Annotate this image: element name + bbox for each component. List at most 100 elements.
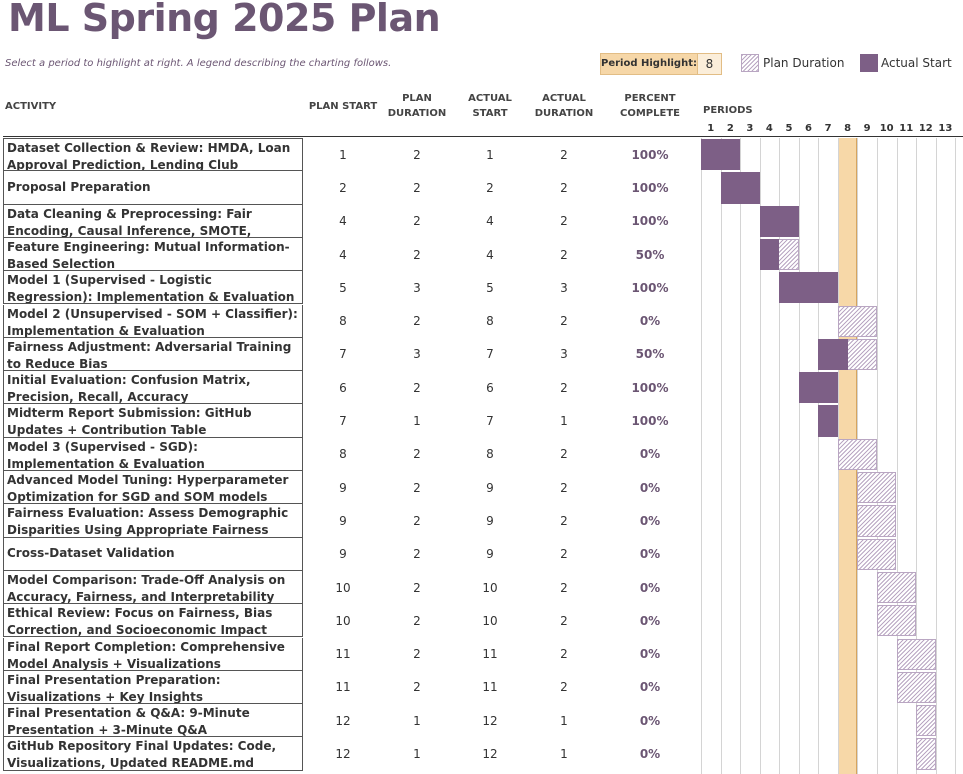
header-actual-start[interactable]: ACTUAL START bbox=[468, 93, 512, 119]
actual-progress-bar[interactable] bbox=[759, 205, 799, 237]
period-header-1[interactable]: 1 bbox=[707, 123, 715, 134]
period-header-3[interactable]: 3 bbox=[746, 123, 754, 134]
actual-start-cell[interactable]: 4 bbox=[486, 247, 494, 262]
header-plan-start[interactable]: PLAN START bbox=[308, 101, 378, 112]
percent-complete-cell[interactable]: 0% bbox=[639, 680, 661, 695]
actual-duration-cell[interactable]: 3 bbox=[560, 280, 568, 295]
header-plan-duration[interactable]: PLAN DURATION bbox=[387, 93, 447, 119]
plan-duration-cell[interactable]: 2 bbox=[413, 380, 421, 395]
activity-name-cell[interactable]: GitHub Repository Final Updates: Code, V… bbox=[3, 737, 303, 771]
plan-duration-cell[interactable]: 2 bbox=[413, 647, 421, 662]
percent-complete-cell[interactable]: 0% bbox=[639, 513, 661, 528]
actual-duration-cell[interactable]: 2 bbox=[560, 147, 568, 162]
plan-duration-bar[interactable] bbox=[857, 472, 897, 504]
plan-start-cell[interactable]: 8 bbox=[339, 314, 347, 329]
percent-complete-cell[interactable]: 100% bbox=[631, 280, 669, 295]
activity-name-cell[interactable]: Data Cleaning & Preprocessing: Fair Enco… bbox=[3, 204, 303, 238]
plan-duration-cell[interactable]: 2 bbox=[413, 147, 421, 162]
plan-duration-cell[interactable]: 2 bbox=[413, 447, 421, 462]
percent-complete-cell[interactable]: 100% bbox=[631, 380, 669, 395]
plan-start-cell[interactable]: 9 bbox=[339, 547, 347, 562]
period-highlight-input[interactable]: 8 bbox=[698, 53, 722, 75]
actual-start-cell[interactable]: 7 bbox=[486, 347, 494, 362]
actual-start-cell[interactable]: 5 bbox=[486, 280, 494, 295]
actual-start-cell[interactable]: 7 bbox=[486, 414, 494, 429]
plan-start-cell[interactable]: 2 bbox=[339, 180, 347, 195]
actual-duration-cell[interactable]: 3 bbox=[560, 347, 568, 362]
plan-duration-bar[interactable] bbox=[857, 505, 897, 537]
activity-name-cell[interactable]: Model Comparison: Trade-Off Analysis on … bbox=[3, 570, 303, 605]
actual-duration-cell[interactable]: 2 bbox=[560, 547, 568, 562]
percent-complete-cell[interactable]: 100% bbox=[631, 180, 669, 195]
actual-start-cell[interactable]: 12 bbox=[482, 747, 498, 762]
activity-name-cell[interactable]: Fairness Adjustment: Adversarial Trainin… bbox=[3, 337, 303, 372]
actual-start-cell[interactable]: 1 bbox=[486, 147, 494, 162]
actual-duration-cell[interactable]: 2 bbox=[560, 314, 568, 329]
actual-start-cell[interactable]: 12 bbox=[482, 713, 498, 728]
plan-start-cell[interactable]: 11 bbox=[335, 647, 351, 662]
plan-start-cell[interactable]: 1 bbox=[339, 147, 347, 162]
plan-duration-cell[interactable]: 3 bbox=[413, 347, 421, 362]
plan-duration-bar[interactable] bbox=[876, 605, 917, 637]
period-header-6[interactable]: 6 bbox=[805, 123, 812, 134]
percent-complete-cell[interactable]: 0% bbox=[639, 613, 661, 628]
plan-start-cell[interactable]: 4 bbox=[339, 247, 347, 262]
actual-start-cell[interactable]: 9 bbox=[486, 480, 494, 495]
percent-complete-cell[interactable]: 0% bbox=[639, 480, 661, 495]
plan-duration-bar[interactable] bbox=[837, 438, 877, 470]
actual-duration-cell[interactable]: 2 bbox=[560, 613, 568, 628]
percent-complete-cell[interactable]: 0% bbox=[639, 547, 661, 562]
plan-start-cell[interactable]: 9 bbox=[339, 513, 347, 528]
actual-start-cell[interactable]: 10 bbox=[482, 613, 498, 628]
plan-start-cell[interactable]: 8 bbox=[339, 447, 347, 462]
activity-name-cell[interactable]: Proposal Preparation bbox=[3, 171, 303, 205]
plan-start-cell[interactable]: 12 bbox=[335, 713, 351, 728]
period-header-13[interactable]: 13 bbox=[938, 123, 953, 134]
activity-name-cell[interactable]: Model 1 (Supervised - Logistic Regressio… bbox=[3, 271, 303, 305]
activity-name-cell[interactable]: Final Presentation Preparation: Visualiz… bbox=[3, 670, 303, 705]
actual-start-cell[interactable]: 6 bbox=[486, 380, 494, 395]
plan-duration-bar[interactable] bbox=[896, 671, 936, 704]
plan-duration-bar[interactable] bbox=[896, 638, 936, 670]
period-header-2[interactable]: 2 bbox=[726, 123, 734, 134]
actual-duration-cell[interactable]: 2 bbox=[560, 680, 568, 695]
percent-complete-cell[interactable]: 0% bbox=[639, 713, 661, 728]
percent-complete-cell[interactable]: 0% bbox=[639, 447, 661, 462]
plan-start-cell[interactable]: 6 bbox=[339, 380, 347, 395]
period-header-12[interactable]: 12 bbox=[918, 123, 933, 134]
activity-name-cell[interactable]: Cross-Dataset Validation bbox=[3, 537, 303, 571]
plan-duration-cell[interactable]: 2 bbox=[413, 680, 421, 695]
period-header-5[interactable]: 5 bbox=[785, 123, 793, 134]
percent-complete-cell[interactable]: 50% bbox=[635, 347, 665, 362]
percent-complete-cell[interactable]: 0% bbox=[639, 647, 661, 662]
header-actual-duration[interactable]: ACTUAL DURATION bbox=[534, 93, 594, 119]
period-header-4[interactable]: 4 bbox=[765, 123, 773, 134]
plan-duration-cell[interactable]: 1 bbox=[413, 747, 421, 762]
actual-duration-cell[interactable]: 2 bbox=[560, 180, 568, 195]
plan-start-cell[interactable]: 11 bbox=[335, 680, 351, 695]
plan-duration-bar[interactable] bbox=[916, 705, 936, 737]
plan-start-cell[interactable]: 9 bbox=[339, 480, 347, 495]
actual-progress-bar[interactable] bbox=[701, 139, 741, 171]
percent-complete-cell[interactable]: 50% bbox=[635, 247, 665, 262]
percent-complete-cell[interactable]: 0% bbox=[639, 580, 661, 595]
percent-complete-cell[interactable]: 100% bbox=[631, 214, 669, 229]
actual-duration-cell[interactable]: 2 bbox=[560, 480, 568, 495]
actual-duration-cell[interactable]: 2 bbox=[560, 647, 568, 662]
plan-duration-cell[interactable]: 2 bbox=[413, 547, 421, 562]
actual-progress-bar[interactable] bbox=[818, 338, 848, 371]
period-header-8[interactable]: 8 bbox=[844, 123, 852, 134]
actual-start-cell[interactable]: 9 bbox=[486, 547, 494, 562]
activity-name-cell[interactable]: Dataset Collection & Review: HMDA, Loan … bbox=[3, 138, 303, 172]
actual-start-cell[interactable]: 10 bbox=[482, 580, 498, 595]
activity-name-cell[interactable]: Fairness Evaluation: Assess Demographic … bbox=[3, 504, 303, 538]
plan-duration-cell[interactable]: 2 bbox=[413, 513, 421, 528]
plan-start-cell[interactable]: 7 bbox=[339, 414, 347, 429]
activity-name-cell[interactable]: Model 2 (Unsupervised - SOM + Classifier… bbox=[3, 304, 303, 338]
activity-name-cell[interactable]: Advanced Model Tuning: Hyperparameter Op… bbox=[3, 471, 303, 505]
plan-duration-cell[interactable]: 2 bbox=[413, 247, 421, 262]
header-periods[interactable]: PERIODS bbox=[703, 105, 753, 116]
activity-name-cell[interactable]: Model 3 (Supervised - SGD): Implementati… bbox=[3, 437, 303, 471]
actual-start-cell[interactable]: 4 bbox=[486, 214, 494, 229]
actual-duration-cell[interactable]: 1 bbox=[560, 747, 568, 762]
